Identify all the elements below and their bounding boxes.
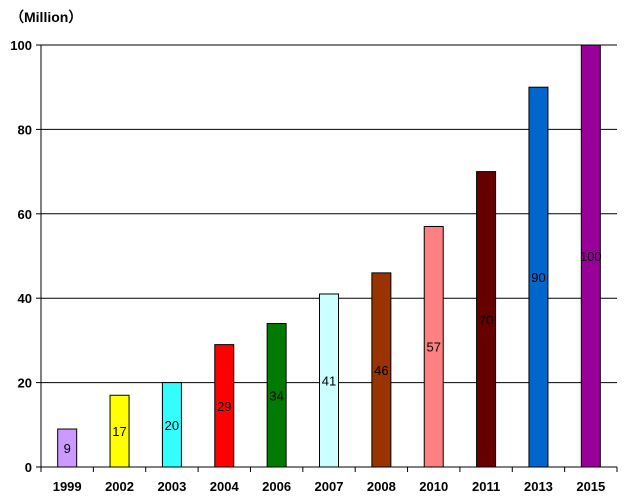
y-tick-label: 60 <box>18 207 32 222</box>
y-tick-label: 80 <box>18 122 32 137</box>
value-label: 41 <box>322 373 336 388</box>
value-label: 57 <box>426 340 440 355</box>
bar-2011 <box>476 171 497 468</box>
x-tick-label: 2004 <box>210 479 240 494</box>
value-labels: 9 17 20 29 34 41 46 57 70 90 100 <box>64 249 602 456</box>
bar-2008 <box>371 272 392 468</box>
x-tick-label: 2003 <box>157 479 186 494</box>
y-axis: 0 20 40 60 80 100 <box>10 38 42 475</box>
gridlines <box>41 44 617 384</box>
x-tick-label: 2010 <box>419 479 448 494</box>
value-label: 34 <box>269 388 283 403</box>
x-tick-label: 2006 <box>262 479 291 494</box>
value-label: 20 <box>165 418 179 433</box>
bar-1999 <box>57 428 78 468</box>
value-label: 29 <box>217 399 231 414</box>
x-tick-label: 2013 <box>524 479 553 494</box>
bar-2013 <box>528 86 549 468</box>
bar-2007 <box>319 293 339 468</box>
value-label: 9 <box>64 441 71 456</box>
value-label: 100 <box>580 249 602 264</box>
y-tick-label: 20 <box>18 376 32 391</box>
value-label: 46 <box>374 363 388 378</box>
x-tick-label: 2008 <box>367 479 396 494</box>
x-tick-label: 2002 <box>105 479 134 494</box>
value-label: 17 <box>112 424 126 439</box>
y-tick-label: 40 <box>18 291 32 306</box>
x-axis: 1999 2002 2003 2004 2006 2007 2008 2010 2011 2013… <box>40 466 618 494</box>
y-tick-label: 100 <box>10 38 32 53</box>
bar-2002 <box>109 394 130 468</box>
y-tick-label: 0 <box>25 460 32 475</box>
x-tick-label: 1999 <box>53 479 82 494</box>
x-tick-label: 2011 <box>472 479 500 494</box>
bar-2010 <box>423 225 444 468</box>
bar-2006 <box>266 323 287 468</box>
bar-2015 <box>580 44 601 468</box>
value-label: 90 <box>531 270 545 285</box>
bar-2004 <box>214 344 235 468</box>
bar-2003 <box>161 382 182 468</box>
x-tick-label: 2007 <box>315 479 344 494</box>
value-label: 70 <box>479 312 493 327</box>
x-tick-label: 2015 <box>576 479 605 494</box>
unit-label: （Million） <box>10 9 82 25</box>
bars <box>57 44 601 468</box>
